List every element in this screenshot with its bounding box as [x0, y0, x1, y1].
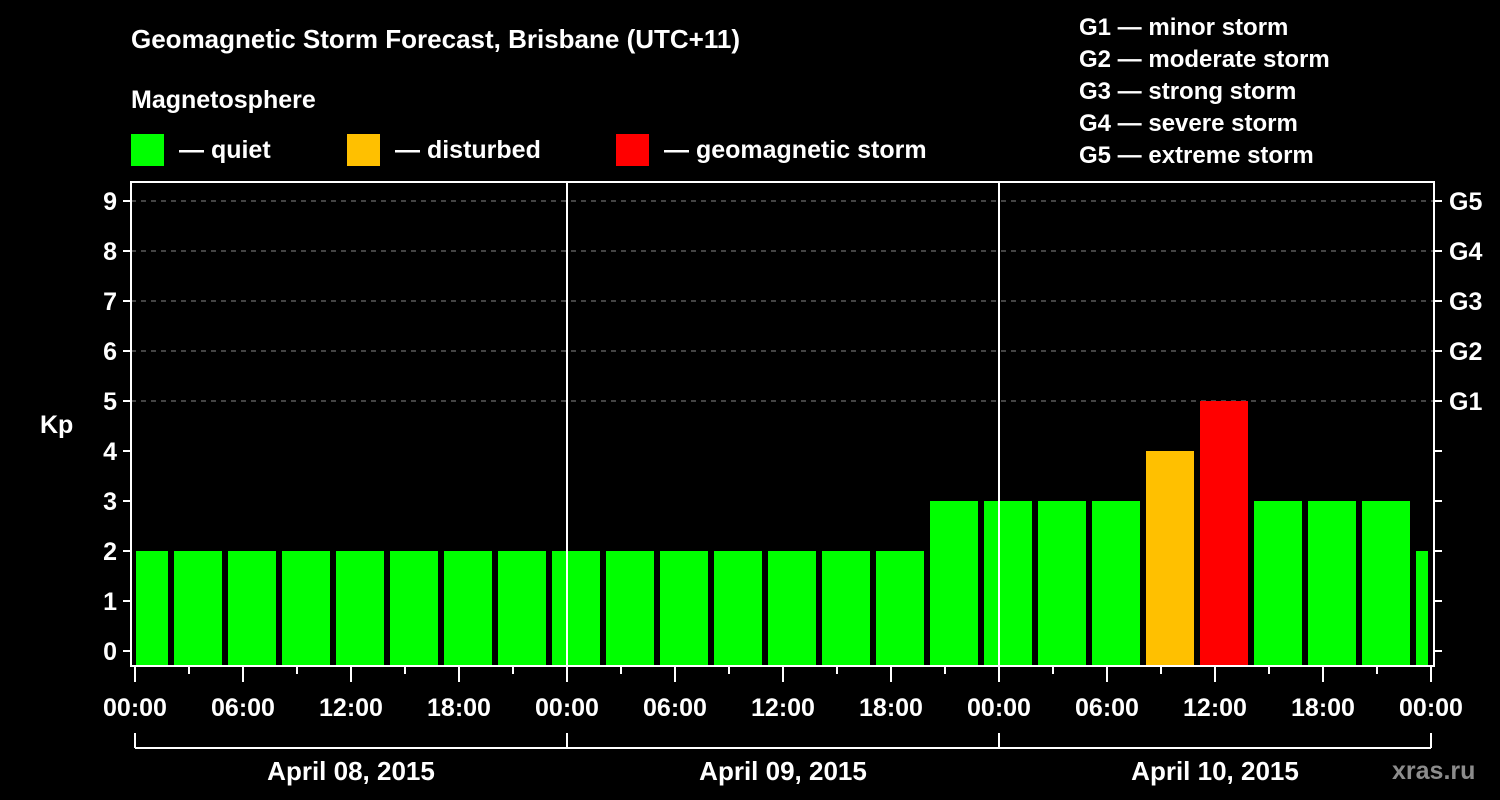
y-tick-label: 2	[103, 538, 117, 566]
legend-label-quiet: — quiet	[179, 135, 271, 164]
x-tick-label: 06:00	[211, 694, 275, 722]
x-tick-label: 12:00	[751, 694, 815, 722]
x-tick-label: 00:00	[535, 694, 599, 722]
storm-level-label: G1	[1449, 388, 1482, 416]
kp-bar	[228, 551, 276, 666]
day-label: April 09, 2015	[699, 756, 867, 786]
watermark: xras.ru	[1392, 757, 1476, 785]
x-tick-label: 00:00	[967, 694, 1031, 722]
kp-bar	[1308, 501, 1356, 666]
x-tick-label: 12:00	[1183, 694, 1247, 722]
storm-level-label: G2	[1449, 338, 1482, 366]
kp-bar	[136, 551, 168, 666]
y-tick-label: 0	[103, 638, 117, 666]
kp-bar	[1200, 401, 1248, 666]
legend-swatch-disturbed	[347, 134, 380, 166]
legend-quiet: — quiet	[131, 134, 271, 166]
y-tick-label: 6	[103, 338, 117, 366]
storm-scale-g5: G5 — extreme storm	[1079, 142, 1314, 169]
kp-bar	[498, 551, 546, 666]
storm-scale-legend: G1 — minor storm G2 — moderate storm G3 …	[1079, 12, 1330, 172]
kp-bar	[822, 551, 870, 666]
y-tick-label: 5	[103, 388, 117, 416]
kp-bar	[390, 551, 438, 666]
kp-bar	[1416, 551, 1428, 666]
kp-bar	[1038, 501, 1086, 666]
y-tick-label: 1	[103, 588, 117, 616]
legend-swatch-quiet	[131, 134, 164, 166]
x-tick-label: 00:00	[1399, 694, 1463, 722]
legend-label-disturbed: — disturbed	[395, 135, 541, 164]
kp-bar	[930, 501, 978, 666]
x-tick-label: 18:00	[1291, 694, 1355, 722]
legend-storm: — geomagnetic storm	[616, 134, 927, 166]
kp-bar	[282, 551, 330, 666]
kp-bar	[768, 551, 816, 666]
x-tick-label: 18:00	[427, 694, 491, 722]
legend-label-storm: — geomagnetic storm	[664, 135, 927, 164]
kp-bar	[174, 551, 222, 666]
y-tick-label: 3	[103, 488, 117, 516]
y-axis-label: Kp	[40, 411, 74, 439]
y-tick-label: 9	[103, 188, 117, 216]
legend-disturbed: — disturbed	[347, 134, 541, 166]
kp-bar	[444, 551, 492, 666]
x-tick-label: 18:00	[859, 694, 923, 722]
chart-axes	[123, 181, 1442, 749]
kp-bar	[714, 551, 762, 666]
kp-bar	[336, 551, 384, 666]
grid-lines	[131, 200, 1434, 402]
chart-subtitle: Magnetosphere	[131, 86, 316, 114]
kp-bar	[606, 551, 654, 666]
storm-scale-g4: G4 — severe storm	[1079, 110, 1298, 137]
y-tick-label: 8	[103, 238, 117, 266]
kp-bar	[1362, 501, 1410, 666]
kp-bar	[1254, 501, 1302, 666]
kp-bar	[876, 551, 924, 666]
y-tick-label: 7	[103, 288, 117, 316]
kp-bar	[1146, 451, 1194, 666]
chart-title: Geomagnetic Storm Forecast, Brisbane (UT…	[131, 24, 741, 54]
y-tick-label: 4	[103, 438, 117, 466]
kp-bar	[552, 551, 600, 666]
storm-level-label: G3	[1449, 288, 1482, 316]
x-tick-label: 00:00	[103, 694, 167, 722]
kp-bar	[1092, 501, 1140, 666]
axis-labels: 0 1 2 3 4 5 6 7 8 9 G1 G2 G3 G4 G5 00:00 06:00 12:00 18:00…	[103, 188, 1482, 786]
kp-bar	[984, 501, 1032, 666]
x-tick-label: 12:00	[319, 694, 383, 722]
day-label: April 10, 2015	[1131, 756, 1299, 786]
storm-scale-g1: G1 — minor storm	[1079, 14, 1289, 41]
storm-level-label: G4	[1449, 238, 1482, 266]
kp-bar	[660, 551, 708, 666]
day-label: April 08, 2015	[267, 756, 435, 786]
legend-swatch-storm	[616, 134, 649, 166]
x-tick-label: 06:00	[1075, 694, 1139, 722]
x-tick-label: 06:00	[643, 694, 707, 722]
storm-scale-g3: G3 — strong storm	[1079, 78, 1297, 105]
storm-level-label: G5	[1449, 188, 1482, 216]
storm-scale-g2: G2 — moderate storm	[1079, 46, 1330, 73]
kp-bars	[136, 401, 1428, 666]
